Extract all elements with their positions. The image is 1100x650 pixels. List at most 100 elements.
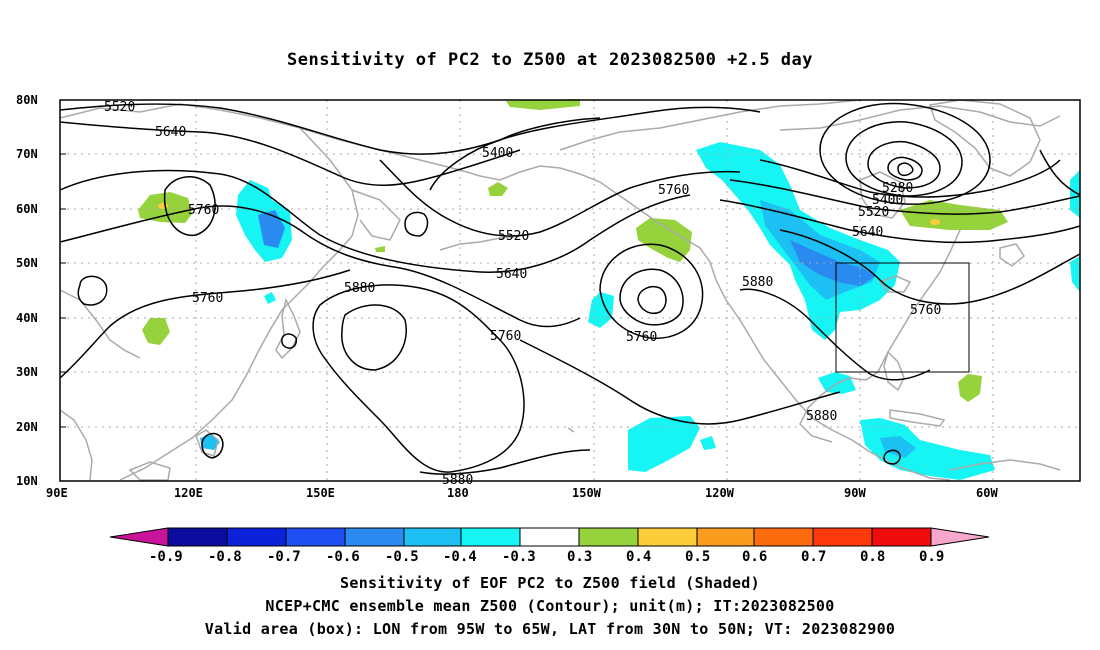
- contour-label: 5640: [852, 225, 883, 240]
- colorbar-label: -0.3: [502, 549, 536, 565]
- coastline-east-asia: [119, 127, 359, 481]
- coastlines: [59, 99, 1061, 481]
- coastline-aleutians: [439, 235, 521, 251]
- coastline-south-america: [949, 459, 1061, 471]
- lat-label-60n: 60N: [16, 202, 38, 216]
- coastline-west-coast-na: [715, 279, 853, 441]
- contour-label: 5760: [188, 203, 219, 218]
- negative-patch-atlantic-east2: [1070, 256, 1080, 292]
- plot-title: Sensitivity of PC2 to Z500 at 2023082500…: [286, 50, 813, 70]
- lat-label-20n: 20N: [16, 420, 38, 434]
- contour-5760-east: [59, 269, 351, 379]
- coastline-central-america: [851, 439, 951, 481]
- lon-label-90w: 90W: [844, 486, 866, 500]
- contour-5760-loop-east-asia: [163, 176, 216, 236]
- contour-label: 5400: [872, 193, 903, 208]
- contour-5880-east-pacific: [519, 339, 841, 425]
- colorbar-label: -0.9: [149, 549, 183, 565]
- lat-label-70n: 70N: [16, 147, 38, 161]
- coastline-hawaii: [567, 427, 575, 433]
- contour-5400-small-loop: [404, 211, 429, 237]
- colorbar-swatch: [871, 527, 932, 547]
- contour-5880-south: [419, 449, 591, 475]
- coastline-east-coast-na: [849, 229, 961, 381]
- colorbar-swatch: [753, 527, 814, 547]
- colorbar-swatch: [578, 527, 639, 547]
- contour-label: 5520: [498, 229, 529, 244]
- footer-valid-area: Valid area (box): LON from 95W to 65W, L…: [204, 620, 896, 638]
- colorbar-label: 0.9: [919, 549, 944, 565]
- contour-5760-atlantic: [779, 229, 1081, 305]
- contour-label: 5520: [104, 100, 135, 115]
- coastline-japan: [275, 297, 301, 360]
- contour-5520-mid: [379, 159, 741, 237]
- coastline-hudson-bay: [859, 171, 906, 219]
- contour-label: 5880: [742, 275, 773, 290]
- colorbar-label: 0.6: [742, 549, 767, 565]
- contour-5880-pacific-high: [312, 284, 525, 473]
- positive-high-patch: [158, 203, 168, 209]
- contour-5400-atlantic: [759, 159, 1061, 198]
- colorbar-swatch: [519, 527, 580, 547]
- colorbar-left-triangle: [109, 527, 169, 547]
- colorbar-swatch: [637, 527, 698, 547]
- contour-5880-philippines-loop: [201, 432, 224, 459]
- colorbar-label: 0.4: [626, 549, 651, 565]
- lon-label-150w: 150W: [572, 486, 602, 500]
- colorbar-swatch: [344, 527, 405, 547]
- contour-label: 5760: [658, 183, 689, 198]
- colorbar-label: -0.6: [326, 549, 360, 565]
- sensitivity-shading: [138, 99, 1080, 480]
- colorbar-swatch: [460, 527, 521, 547]
- negative-patch-japan-fleck: [264, 292, 276, 304]
- contour-5880-americas: [739, 288, 931, 381]
- contour-label: 5640: [155, 125, 186, 140]
- contour-5280-low-inner: [867, 140, 941, 189]
- positive-patch-japan: [142, 318, 170, 345]
- contour-5640-mid: [59, 169, 691, 273]
- negative-patch-caribbean-dark: [880, 436, 916, 458]
- coastline-india: [59, 409, 93, 481]
- contour-label: 5760: [192, 291, 223, 306]
- contour-5760-pacific-low-inner: [637, 286, 667, 314]
- contour-5760-small-loop-japan: [281, 333, 298, 349]
- contour-5280-low-mid: [845, 121, 963, 197]
- contour-5280-low-eye: [897, 162, 914, 177]
- contour-label: 5280: [882, 181, 913, 196]
- map-frame: [59, 99, 1081, 482]
- lat-label-50n: 50N: [16, 256, 38, 270]
- positive-patch-bermuda: [958, 374, 982, 402]
- lon-label-150e: 150E: [306, 486, 335, 500]
- colorbar-label: -0.5: [385, 549, 419, 565]
- contour-label-set: 5520 5640 5760 5400 5520 5640 5760 5880 …: [104, 100, 941, 488]
- colorbar-label: -0.4: [443, 549, 477, 565]
- positive-patch-arctic: [506, 99, 580, 110]
- contour-5760-pacific-low-mid: [619, 268, 684, 326]
- lon-label-180: 180: [447, 486, 469, 500]
- contour-label: 5880: [806, 409, 837, 424]
- colorbar: [109, 527, 990, 547]
- colorbar-label: 0.8: [860, 549, 885, 565]
- contour-label: 5520: [858, 205, 889, 220]
- contour-5280-low-core: [887, 156, 923, 181]
- positive-patch-bering: [488, 182, 508, 196]
- coastline-philippines: [195, 429, 219, 457]
- coastline-canada-arctic: [779, 105, 1061, 131]
- contour-5880-caribbean-loop: [883, 449, 901, 465]
- contour-label: 5760: [490, 329, 521, 344]
- coastline-newfoundland: [999, 243, 1025, 267]
- coastline-alaska-north: [559, 99, 861, 151]
- positive-high-patch-atlantic: [930, 219, 940, 225]
- negative-patch-pacific-small: [700, 436, 716, 450]
- lon-label-90e: 90E: [46, 486, 68, 500]
- coastline-greenland: [929, 99, 1041, 177]
- contour-label: 5880: [344, 281, 375, 296]
- colorbar-labels: -0.9 -0.8 -0.7 -0.6 -0.5 -0.4 -0.3 0.3 0…: [149, 549, 944, 565]
- lon-label-60w: 60W: [976, 486, 998, 500]
- negative-patch-siberia-inner: [258, 210, 285, 248]
- coastline-gulf-mexico: [799, 377, 851, 443]
- colorbar-label: -0.7: [267, 549, 301, 565]
- contour-5400: [429, 106, 761, 191]
- coastline-bering-alaska: [479, 165, 717, 281]
- contour-5280-low-outer: [819, 102, 991, 205]
